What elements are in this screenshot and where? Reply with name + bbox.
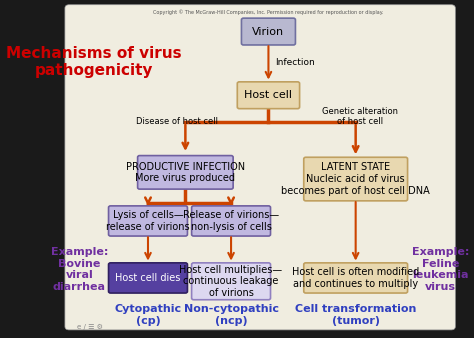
Text: Host cell multiplies—
continuous leakage
of virions: Host cell multiplies— continuous leakage… (180, 265, 283, 298)
FancyBboxPatch shape (304, 263, 408, 293)
Text: Genetic alteration
of host cell: Genetic alteration of host cell (322, 107, 398, 126)
Text: Cytopathic
(cp): Cytopathic (cp) (114, 304, 182, 325)
Text: Host cell: Host cell (245, 90, 292, 100)
Text: Example:
Feline
leukemia
virus: Example: Feline leukemia virus (412, 247, 469, 292)
Text: Release of virions—
non-lysis of cells: Release of virions— non-lysis of cells (183, 210, 279, 232)
Text: Host cell is often modified
and continues to multiply: Host cell is often modified and continue… (292, 267, 419, 289)
Text: Non-cytopathic
(ncp): Non-cytopathic (ncp) (183, 304, 279, 325)
FancyBboxPatch shape (109, 206, 187, 236)
FancyBboxPatch shape (191, 206, 271, 236)
FancyBboxPatch shape (237, 82, 300, 108)
Text: Cell transformation
(tumor): Cell transformation (tumor) (295, 304, 416, 325)
FancyBboxPatch shape (65, 5, 456, 330)
FancyBboxPatch shape (109, 263, 187, 293)
FancyBboxPatch shape (304, 157, 408, 201)
Text: PRODUCTIVE INFECTION
More virus produced: PRODUCTIVE INFECTION More virus produced (126, 162, 245, 183)
FancyBboxPatch shape (137, 155, 233, 189)
Text: e / ☰ ⚙: e / ☰ ⚙ (77, 324, 103, 330)
Text: Example:
Bovine
viral
diarrhea: Example: Bovine viral diarrhea (51, 247, 108, 292)
Text: LATENT STATE
Nucleic acid of virus
becomes part of host cell DNA: LATENT STATE Nucleic acid of virus becom… (281, 163, 430, 196)
Text: Mechanisms of virus
pathogenicity: Mechanisms of virus pathogenicity (6, 46, 182, 78)
Text: Lysis of cells—
release of virions: Lysis of cells— release of virions (106, 210, 190, 232)
Text: Host cell dies: Host cell dies (115, 273, 181, 283)
FancyBboxPatch shape (191, 263, 271, 300)
Text: Virion: Virion (252, 27, 284, 37)
Text: Copyright © The McGraw-Hill Companies, Inc. Permission required for reproduction: Copyright © The McGraw-Hill Companies, I… (153, 10, 383, 16)
FancyBboxPatch shape (241, 18, 295, 45)
Text: Infection: Infection (274, 58, 314, 67)
Text: Disease of host cell: Disease of host cell (136, 117, 218, 126)
